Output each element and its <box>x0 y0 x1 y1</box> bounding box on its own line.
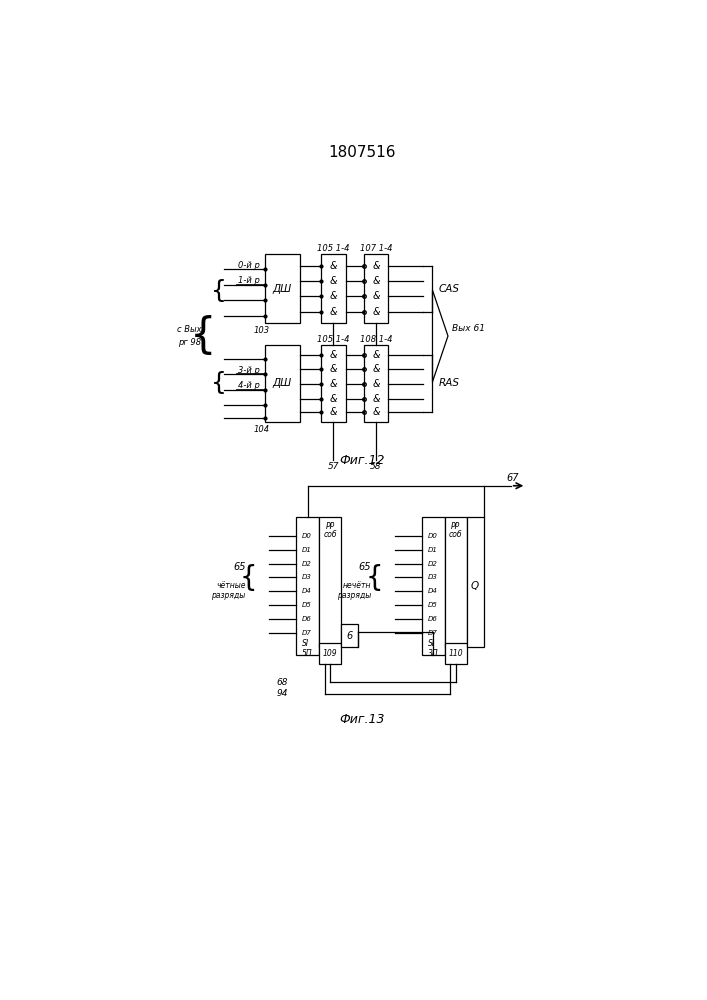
Text: 109: 109 <box>323 649 337 658</box>
Bar <box>341 624 358 647</box>
Text: ДШ: ДШ <box>272 378 292 388</box>
Text: D4: D4 <box>428 588 438 594</box>
Text: &: & <box>372 364 380 374</box>
Text: &: & <box>329 276 337 286</box>
Text: Фиг.13: Фиг.13 <box>339 713 385 726</box>
Text: {: { <box>189 315 216 357</box>
Text: D1: D1 <box>303 547 312 553</box>
Text: Фиг.12: Фиг.12 <box>339 454 385 467</box>
Text: &: & <box>329 307 337 317</box>
Bar <box>320 517 341 647</box>
Bar <box>445 643 467 664</box>
Text: D7: D7 <box>303 630 312 636</box>
Text: 5П: 5П <box>303 649 313 658</box>
Text: &: & <box>372 394 380 404</box>
Text: SI: SI <box>303 639 310 648</box>
Text: 105 1-4: 105 1-4 <box>317 335 349 344</box>
Text: 104: 104 <box>253 425 269 434</box>
Text: D2: D2 <box>428 561 438 567</box>
Text: 94: 94 <box>277 689 288 698</box>
Text: D3: D3 <box>303 574 312 580</box>
Text: D4: D4 <box>303 588 312 594</box>
Text: &: & <box>372 307 380 317</box>
Text: &: & <box>372 379 380 389</box>
Text: 65: 65 <box>233 562 246 572</box>
Text: 107 1-4: 107 1-4 <box>360 244 392 253</box>
Bar <box>265 345 300 422</box>
Text: &: & <box>329 291 337 301</box>
Bar <box>363 254 388 323</box>
Bar <box>445 517 467 647</box>
Bar <box>421 517 445 655</box>
Text: D5: D5 <box>303 602 312 608</box>
Bar <box>321 345 346 422</box>
Text: RAS: RAS <box>438 378 460 388</box>
Text: 1-й р: 1-й р <box>238 276 259 285</box>
Text: 6: 6 <box>346 631 353 641</box>
Text: РР: РР <box>451 522 460 531</box>
Text: с Вых: с Вых <box>177 325 201 334</box>
Text: &: & <box>329 394 337 404</box>
Text: 58: 58 <box>370 462 382 471</box>
Text: 0-й р: 0-й р <box>238 261 259 270</box>
Text: 68: 68 <box>277 678 288 687</box>
Bar <box>321 254 346 323</box>
Text: 3П: 3П <box>428 649 438 658</box>
Text: 103: 103 <box>253 326 269 335</box>
Text: разряды: разряды <box>337 591 371 600</box>
Text: ДШ: ДШ <box>272 284 292 294</box>
Bar <box>363 345 388 422</box>
Text: &: & <box>372 407 380 417</box>
Text: &: & <box>329 407 337 417</box>
Text: соб: соб <box>323 530 337 539</box>
Text: 110: 110 <box>448 649 463 658</box>
Text: 1807516: 1807516 <box>328 145 396 160</box>
Text: D6: D6 <box>303 616 312 622</box>
Text: чётные: чётные <box>216 581 246 590</box>
Text: D7: D7 <box>428 630 438 636</box>
Text: {: { <box>366 564 383 592</box>
Text: 108 1-4: 108 1-4 <box>360 335 392 344</box>
Text: CAS: CAS <box>438 284 460 294</box>
Text: 105 1-4: 105 1-4 <box>317 244 349 253</box>
Bar <box>467 517 484 647</box>
Text: &: & <box>372 261 380 271</box>
Text: &: & <box>329 379 337 389</box>
Text: &: & <box>372 350 380 360</box>
Bar <box>320 643 341 664</box>
Text: D2: D2 <box>303 561 312 567</box>
Text: {: { <box>211 279 226 303</box>
Text: D0: D0 <box>303 533 312 539</box>
Text: D6: D6 <box>428 616 438 622</box>
Text: РР: РР <box>325 522 335 531</box>
Text: рг 98: рг 98 <box>177 338 201 347</box>
Text: &: & <box>372 291 380 301</box>
Text: &: & <box>372 276 380 286</box>
Text: 65: 65 <box>358 562 371 572</box>
Text: 57: 57 <box>327 462 339 471</box>
Text: 3-й р: 3-й р <box>238 366 259 375</box>
Text: D1: D1 <box>428 547 438 553</box>
Text: D3: D3 <box>428 574 438 580</box>
Text: Вых 61: Вых 61 <box>452 324 485 333</box>
Text: &: & <box>329 261 337 271</box>
Text: D5: D5 <box>428 602 438 608</box>
Text: разряды: разряды <box>211 591 246 600</box>
Text: нечётн: нечётн <box>343 581 371 590</box>
Text: 67: 67 <box>507 473 520 483</box>
Bar <box>296 517 320 655</box>
Text: &: & <box>329 350 337 360</box>
Bar <box>265 254 300 323</box>
Text: {: { <box>211 371 226 395</box>
Text: D0: D0 <box>428 533 438 539</box>
Text: Q: Q <box>471 581 479 591</box>
Text: &: & <box>329 364 337 374</box>
Text: соб: соб <box>449 530 462 539</box>
Text: SI: SI <box>428 639 435 648</box>
Text: 4-й р: 4-й р <box>238 381 259 390</box>
Text: {: { <box>240 564 257 592</box>
